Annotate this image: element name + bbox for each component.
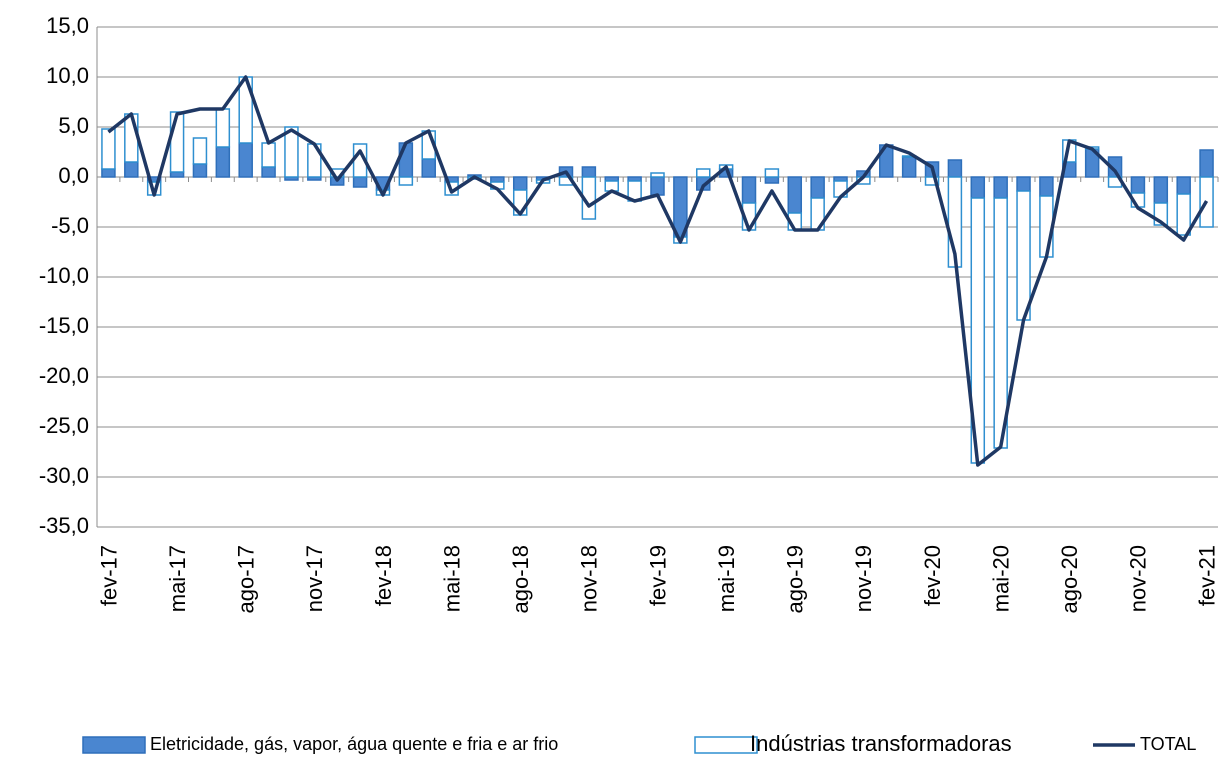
- bar: [696, 168, 711, 178]
- x-tick-label: ago-20: [1057, 545, 1082, 614]
- y-tick-label: -20,0: [39, 363, 89, 388]
- bar: [512, 176, 528, 191]
- bar: [1176, 193, 1191, 236]
- legend-label: TOTAL: [1140, 734, 1196, 754]
- y-tick-label: 15,0: [46, 13, 89, 38]
- bar: [993, 197, 1008, 449]
- x-tick-label: fev-20: [920, 545, 945, 606]
- x-tick-label: ago-18: [508, 545, 533, 614]
- bar: [169, 111, 185, 173]
- bar: [1130, 176, 1146, 194]
- x-tick-label: ago-17: [234, 545, 259, 614]
- bar: [993, 176, 1008, 199]
- bar: [764, 168, 780, 178]
- bar: [261, 166, 276, 178]
- bar: [924, 176, 940, 186]
- bar: [1016, 190, 1031, 321]
- y-tick-label: -10,0: [39, 263, 89, 288]
- bar: [970, 176, 986, 199]
- x-tick-label: fev-21: [1194, 545, 1219, 606]
- bar: [238, 142, 253, 178]
- bar: [1153, 176, 1169, 204]
- x-tick-label: fev-17: [96, 545, 121, 606]
- bar: [1176, 176, 1191, 195]
- bar: [581, 166, 597, 178]
- bar: [398, 176, 414, 186]
- bar: [764, 176, 780, 184]
- y-tick-label: 5,0: [58, 113, 89, 138]
- bar: [650, 172, 665, 178]
- bar: [650, 176, 665, 196]
- bar: [284, 126, 299, 178]
- x-tick-label: mai-20: [988, 545, 1013, 612]
- bar: [421, 158, 436, 178]
- bar: [741, 176, 757, 204]
- bar: [810, 176, 825, 199]
- x-tick-label: fev-19: [645, 545, 670, 606]
- y-tick-label: -35,0: [39, 513, 89, 538]
- bar: [1199, 149, 1214, 178]
- bar: [1016, 176, 1031, 192]
- bar: [192, 137, 208, 165]
- bar: [101, 128, 116, 170]
- x-tick-label: nov-19: [851, 545, 876, 612]
- x-tick-label: fev-18: [371, 545, 396, 606]
- bar: [124, 113, 139, 163]
- x-tick-label: mai-18: [439, 545, 464, 612]
- bar: [101, 168, 116, 178]
- legend-label: Indústrias transformadoras: [750, 731, 1012, 756]
- y-tick-label: -30,0: [39, 463, 89, 488]
- x-tick-label: nov-17: [302, 545, 327, 612]
- total-line: [107, 75, 1209, 467]
- bar: [215, 108, 231, 148]
- bar: [398, 142, 414, 178]
- x-tick-label: nov-20: [1126, 545, 1151, 612]
- y-tick-label: -5,0: [51, 213, 89, 238]
- x-tick-label: ago-19: [783, 545, 808, 614]
- y-tick-label: -25,0: [39, 413, 89, 438]
- bar: [261, 142, 276, 168]
- legend-label: Eletricidade, gás, vapor, água quente e …: [150, 734, 558, 754]
- legend-swatch: [694, 736, 758, 754]
- bar: [124, 161, 139, 178]
- x-tick-label: mai-17: [165, 545, 190, 612]
- bar: [192, 163, 208, 178]
- y-tick-label: -15,0: [39, 313, 89, 338]
- bar: [947, 159, 963, 178]
- y-tick-label: 0,0: [58, 163, 89, 188]
- bar: [352, 176, 368, 188]
- bar: [901, 156, 917, 178]
- bar: [787, 176, 803, 214]
- x-tick-label: nov-18: [577, 545, 602, 612]
- x-tick-label: mai-19: [714, 545, 739, 612]
- bar: [1039, 176, 1054, 197]
- legend-swatch: [82, 736, 146, 754]
- bar: [215, 146, 231, 178]
- y-tick-label: 10,0: [46, 63, 89, 88]
